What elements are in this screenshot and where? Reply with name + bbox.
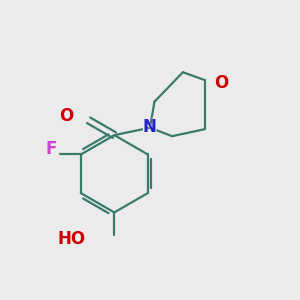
Text: F: F [46,140,57,158]
Text: HO: HO [51,229,86,249]
Text: O: O [59,107,74,125]
Text: O: O [214,74,228,92]
Text: N: N [142,118,156,136]
Text: O: O [56,106,74,126]
Text: N: N [140,117,158,137]
Text: O: O [214,73,232,93]
Text: HO: HO [58,230,86,248]
Text: F: F [43,139,57,159]
